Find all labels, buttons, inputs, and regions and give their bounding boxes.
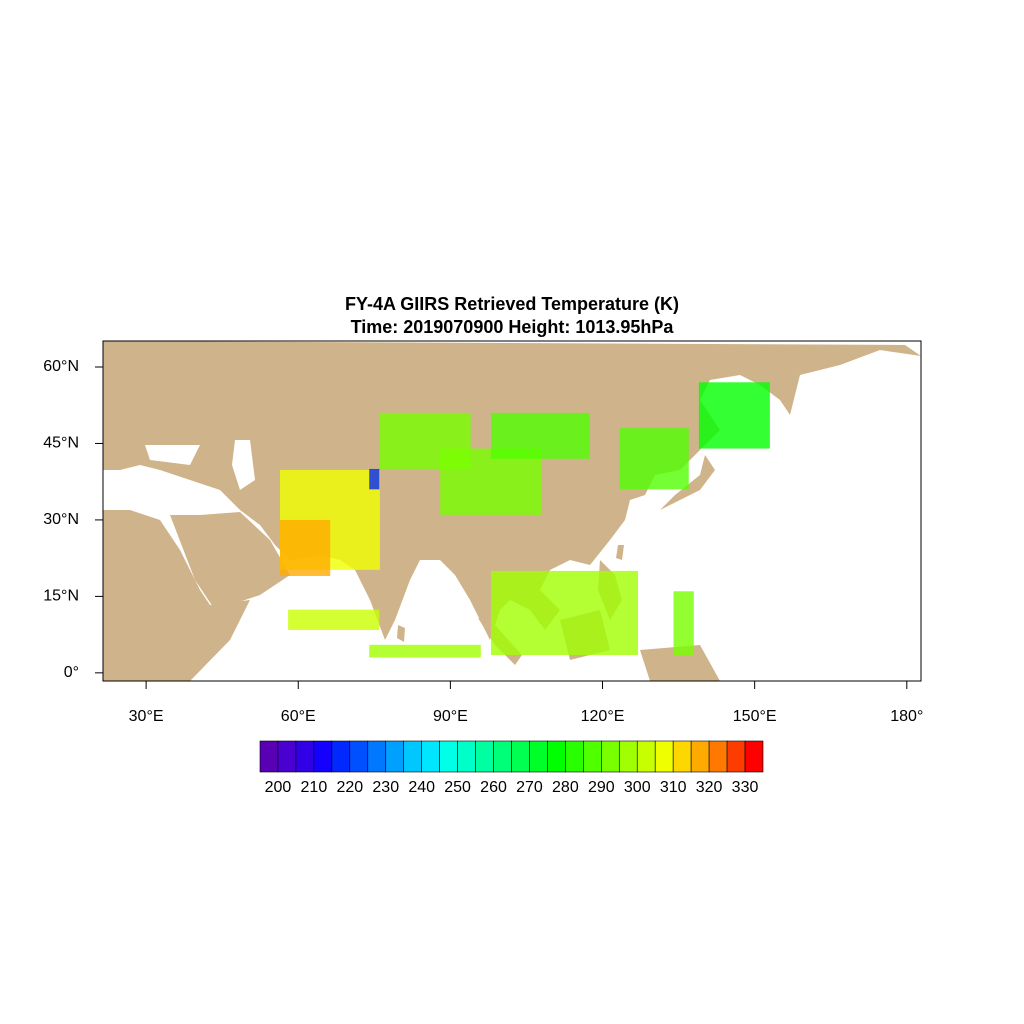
- colorbar-box: [295, 740, 315, 773]
- temperature-region: [279, 519, 331, 576]
- colorbar-label: 220: [336, 779, 363, 796]
- colorbar-label: 280: [552, 779, 579, 796]
- colorbar-box: [421, 740, 440, 773]
- y-tick-label: 15°N: [43, 588, 79, 605]
- colorbar-label: 310: [660, 779, 687, 796]
- colorbar-box: [672, 740, 692, 773]
- colorbar-box: [583, 740, 602, 773]
- colorbar-label: 290: [588, 779, 615, 796]
- temperature-region: [490, 412, 590, 459]
- colorbar-label: 200: [265, 779, 292, 796]
- data-layer: [279, 382, 770, 658]
- x-tick-label: 180°: [890, 708, 923, 725]
- colorbar-label: 300: [624, 779, 651, 796]
- temperature-region: [369, 644, 481, 658]
- black-sea: [145, 445, 200, 465]
- temperature-region: [673, 591, 694, 656]
- colorbar-box: [367, 740, 387, 773]
- africa: [103, 510, 250, 681]
- colorbar-label: 260: [480, 779, 507, 796]
- x-tick-label: 120°E: [581, 708, 625, 725]
- x-tick-label: 150°E: [733, 708, 777, 725]
- colorbar-box: [331, 740, 351, 773]
- colorbar-box: [690, 740, 710, 773]
- colorbar-label: 240: [408, 779, 435, 796]
- taiwan: [616, 545, 624, 560]
- y-tick-label: 45°N: [43, 435, 79, 452]
- x-tick-label: 30°E: [129, 708, 164, 725]
- japan: [660, 455, 715, 510]
- temperature-region: [698, 382, 770, 449]
- temperature-region: [288, 609, 380, 631]
- y-tick-label: 0°: [64, 664, 79, 681]
- y-tick-label: 30°N: [43, 511, 79, 528]
- caspian-sea: [232, 440, 255, 490]
- x-tick-label: 90°E: [433, 708, 468, 725]
- colorbar-box: [654, 740, 674, 773]
- colorbar-box: [349, 740, 369, 773]
- temperature-region: [369, 468, 380, 490]
- arabia: [170, 512, 290, 610]
- colorbar-box: [708, 740, 728, 773]
- colorbar-box: [475, 740, 494, 773]
- colorbar-box: [565, 740, 584, 773]
- colorbar-label: 320: [696, 779, 723, 796]
- colorbar-label: 210: [301, 779, 328, 796]
- map-frame: [102, 340, 922, 682]
- colorbar-box: [601, 740, 620, 773]
- colorbar-box: [385, 740, 405, 773]
- colorbar-box: [547, 740, 566, 773]
- colorbar-box: [403, 740, 422, 773]
- y-tick-label: 60°N: [43, 358, 79, 375]
- colorbar-box: [493, 740, 512, 773]
- sri-lanka: [397, 625, 405, 642]
- temperature-region: [619, 428, 689, 490]
- colorbar-box: [529, 740, 548, 773]
- colorbar-box: [726, 740, 746, 773]
- x-tick-label: 60°E: [281, 708, 316, 725]
- colorbar-box: [259, 740, 279, 773]
- new-guinea: [640, 645, 720, 681]
- map-subtitle: Time: 2019070900 Height: 1013.95hPa: [351, 317, 675, 337]
- map-title: FY-4A GIIRS Retrieved Temperature (K): [345, 294, 679, 314]
- colorbar-box: [636, 740, 656, 773]
- temperature-region: [440, 448, 542, 515]
- colorbar-label: 230: [372, 779, 399, 796]
- colorbar-box: [313, 740, 333, 773]
- colorbar-box: [511, 740, 530, 773]
- colorbar-box: [744, 740, 764, 773]
- colorbar-box: [618, 740, 638, 773]
- colorbar-label: 250: [444, 779, 471, 796]
- colorbar-label: 270: [516, 779, 543, 796]
- colorbar-box: [439, 740, 458, 773]
- temperature-region: [490, 570, 639, 656]
- colorbar-label: 330: [732, 779, 759, 796]
- colorbar-box: [277, 740, 297, 773]
- colorbar-box: [457, 740, 476, 773]
